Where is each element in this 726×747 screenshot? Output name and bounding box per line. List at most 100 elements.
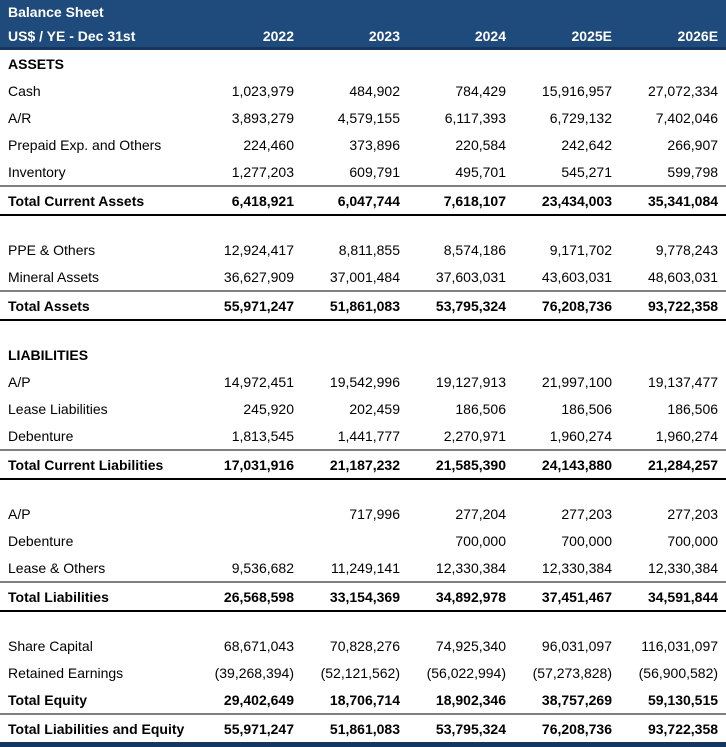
cell-value: 3,893,279: [231, 109, 294, 126]
cell-value: 23,434,003: [514, 185, 620, 216]
cell-value: [302, 527, 408, 554]
cell-value: 19,127,913: [435, 373, 506, 390]
cell-value: 700,000: [561, 532, 612, 549]
cell-value: 21,284,257: [620, 449, 726, 480]
cell-value: 186,506: [667, 400, 719, 417]
cell-value: 6,047,744: [302, 185, 408, 216]
cell-value: 15,916,957: [541, 82, 612, 99]
cell-value: 38,757,269: [541, 691, 612, 708]
cell-value: [408, 320, 514, 341]
cell-value: 29,402,649: [223, 691, 294, 708]
cell-value: [196, 500, 302, 527]
cell-value: 18,902,346: [435, 691, 506, 708]
cell-value: [620, 49, 726, 78]
cell-value: [302, 479, 408, 500]
cell-value: 8,574,186: [443, 241, 506, 258]
cell-value: 51,861,083: [302, 290, 408, 321]
cell-value: 1,277,203: [231, 163, 294, 180]
cell-value: 36,627,909: [223, 268, 294, 285]
column-header-2026e: 2026E: [620, 24, 726, 50]
cell-value: 9,536,682: [231, 559, 294, 576]
cell-value: 21,187,232: [302, 449, 408, 480]
cell-value: 43,603,031: [541, 268, 612, 285]
cell-value: [196, 49, 302, 78]
cell-value: 55,971,247: [196, 290, 302, 321]
row-label: A/R: [8, 109, 32, 126]
table-header: Balance Sheet US$ / YE - Dec 31st 2022 2…: [0, 0, 726, 50]
row-label: A/P: [8, 373, 31, 390]
cell-value: 186,506: [455, 400, 506, 417]
table-row: Cash 1,023,979 484,902 784,429 15,916,957 27,…: [0, 77, 726, 104]
cell-value: [620, 215, 726, 236]
cell-value: 93,722,358: [620, 290, 726, 321]
table-row: A/P 717,996 277,204 277,203 277,203: [0, 500, 726, 527]
cell-value: 21,997,100: [541, 373, 612, 390]
cell-value: 70,828,276: [329, 637, 400, 654]
row-label: Inventory: [8, 163, 66, 180]
table-row: Retained Earnings (39,268,394) (52,121,562…: [0, 659, 726, 686]
cell-value: 277,203: [561, 505, 612, 522]
table-row: Share Capital 68,671,043 70,828,276 74,925,…: [0, 632, 726, 659]
cell-value: 9,778,243: [655, 241, 719, 258]
cell-value: [196, 215, 302, 236]
cell-value: 11,249,141: [330, 559, 400, 576]
column-header-row: US$ / YE - Dec 31st 2022 2023 2024 2025E…: [0, 24, 726, 50]
row-label: A/P: [8, 505, 31, 522]
cell-value: 17,031,916: [196, 449, 302, 480]
cell-value: [302, 611, 408, 632]
cell-value: 6,418,921: [196, 185, 302, 216]
cell-value: 700,000: [455, 532, 506, 549]
cell-value: 14,972,451: [223, 373, 294, 390]
table-row: Total Liabilities 26,568,598 33,154,369 34,…: [0, 581, 726, 612]
row-label: Lease & Others: [8, 559, 106, 576]
cell-value: 1,960,274: [549, 427, 612, 444]
row-label: Share Capital: [8, 637, 93, 654]
row-label: [0, 215, 196, 236]
row-label: Total Current Liabilities: [0, 449, 196, 480]
cell-value: [408, 49, 514, 78]
row-label: LIABILITIES: [8, 346, 89, 363]
table-row: Total Assets 55,971,247 51,861,083 53,795,3…: [0, 290, 726, 321]
table-row: PPE & Others 12,924,417 8,811,855 8,574,186…: [0, 236, 726, 263]
row-label: PPE & Others: [8, 241, 96, 258]
table-row: Total Equity 29,402,649 18,706,714 18,902,3…: [0, 686, 726, 714]
row-label: [0, 479, 196, 500]
cell-value: 33,154,369: [302, 581, 408, 612]
cell-value: [196, 527, 302, 554]
table-row: Total Liabilities and Equity 55,971,247 51…: [0, 713, 726, 747]
row-label: Cash: [8, 82, 41, 99]
table-row: A/R 3,893,279 4,579,155 6,117,393 6,729,132 7…: [0, 104, 726, 131]
table-row: Mineral Assets 36,627,909 37,001,484 37,603…: [0, 263, 726, 291]
cell-value: [302, 320, 408, 341]
cell-value: 12,330,384: [647, 559, 719, 576]
row-label: Total Liabilities: [0, 581, 196, 612]
column-header-2023: 2023: [302, 24, 408, 50]
cell-value: 242,642: [561, 136, 612, 153]
cell-value: 53,795,324: [408, 290, 514, 321]
cell-value: 51,861,083: [302, 713, 408, 747]
table-body: ASSETS Cash 1,023,979 484,902 784,429 15,916,…: [0, 49, 726, 747]
cell-value: 26,568,598: [196, 581, 302, 612]
cell-value: 93,722,358: [620, 713, 726, 747]
table-row: Lease Liabilities 245,920 202,459 186,506 18…: [0, 395, 726, 422]
cell-value: 277,204: [455, 505, 506, 522]
cell-value: 34,892,978: [408, 581, 514, 612]
cell-value: 277,203: [667, 505, 719, 522]
cell-value: 74,925,340: [435, 637, 506, 654]
cell-value: [620, 611, 726, 632]
table-row: Debenture 1,813,545 1,441,777 2,270,971 1,96…: [0, 422, 726, 450]
cell-value: 1,441,777: [337, 427, 400, 444]
cell-value: 495,701: [455, 163, 506, 180]
cell-value: 1,023,979: [231, 82, 294, 99]
row-label: Lease Liabilities: [8, 400, 108, 417]
cell-value: [302, 215, 408, 236]
cell-value: 24,143,880: [514, 449, 620, 480]
title-row: Balance Sheet: [0, 0, 726, 24]
cell-value: 717,996: [349, 505, 400, 522]
cell-value: [408, 215, 514, 236]
cell-value: 6,117,393: [444, 109, 506, 126]
table-row: Total Current Liabilities 17,031,916 21,18…: [0, 449, 726, 480]
column-header-2025e: 2025E: [514, 24, 620, 50]
